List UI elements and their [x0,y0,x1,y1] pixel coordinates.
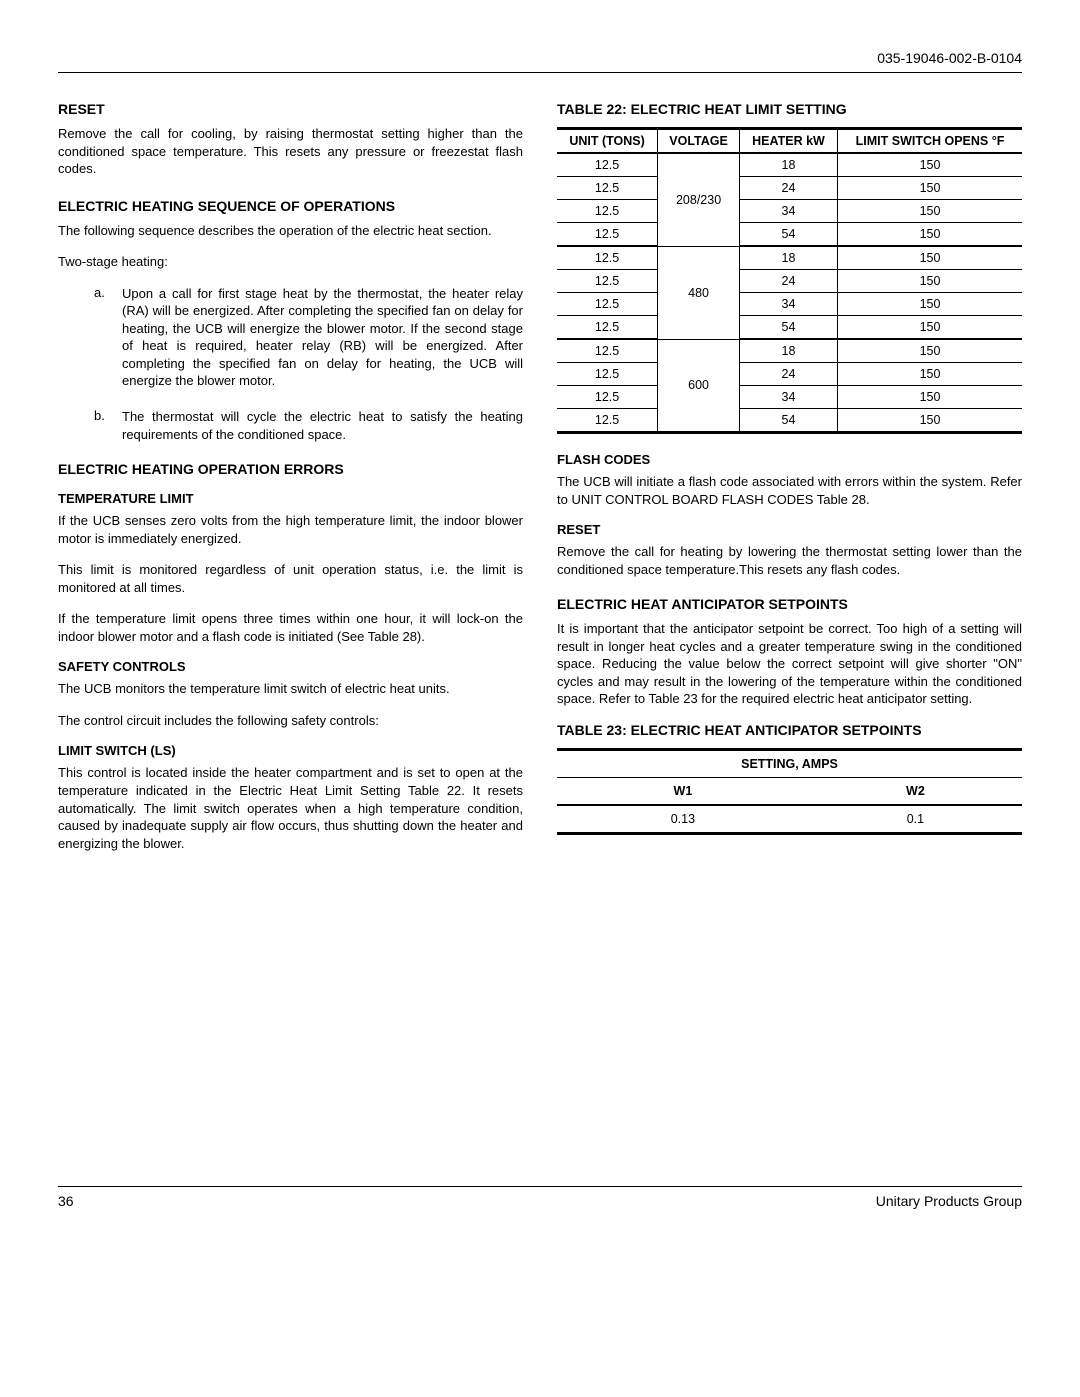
flash-heading: FLASH CODES [557,452,1022,467]
limit-switch-heading: LIMIT SWITCH (LS) [58,743,523,758]
lettered-list: a. Upon a call for first stage heat by t… [94,285,523,443]
table-cell-limit: 150 [838,223,1022,247]
table-cell-limit: 150 [838,316,1022,340]
t22-col-tons: UNIT (TONS) [557,129,658,154]
table-cell-limit: 150 [838,293,1022,316]
t23-val-w1: 0.13 [557,805,809,834]
temp-limit-p1: If the UCB senses zero volts from the hi… [58,512,523,547]
table-cell-voltage: 480 [658,246,740,339]
table22-caption: TABLE 22: ELECTRIC HEAT LIMIT SETTING [557,101,1022,117]
table-cell-kw: 34 [740,386,838,409]
table-cell-tons: 12.5 [557,153,658,177]
reset-heading: RESET [58,101,523,117]
table-cell-limit: 150 [838,339,1022,363]
table-cell-limit: 150 [838,200,1022,223]
table-cell-tons: 12.5 [557,316,658,340]
table-cell-kw: 54 [740,316,838,340]
t22-col-kw: HEATER kW [740,129,838,154]
t22-col-voltage: VOLTAGE [658,129,740,154]
left-column: RESET Remove the call for cooling, by ra… [58,101,523,866]
table-cell-tons: 12.5 [557,177,658,200]
t23-header: SETTING, AMPS [557,749,1022,777]
list-item-a: a. Upon a call for first stage heat by t… [94,285,523,390]
footer-group: Unitary Products Group [876,1193,1022,1209]
right-column: TABLE 22: ELECTRIC HEAT LIMIT SETTING UN… [557,101,1022,866]
item-text: The thermostat will cycle the electric h… [122,408,523,443]
table-cell-kw: 18 [740,153,838,177]
table-cell-kw: 24 [740,177,838,200]
t23-col-w1: W1 [557,777,809,805]
table-cell-kw: 34 [740,293,838,316]
page-footer: 36 Unitary Products Group [58,1186,1022,1209]
list-item-b: b. The thermostat will cycle the electri… [94,408,523,443]
table-cell-kw: 24 [740,270,838,293]
table-22: UNIT (TONS) VOLTAGE HEATER kW LIMIT SWIT… [557,127,1022,434]
table-cell-tons: 12.5 [557,246,658,270]
table-cell-tons: 12.5 [557,200,658,223]
table-cell-limit: 150 [838,153,1022,177]
sequence-text: The following sequence describes the ope… [58,222,523,240]
table23-caption: TABLE 23: ELECTRIC HEAT ANTICIPATOR SETP… [557,722,1022,738]
table-cell-kw: 18 [740,339,838,363]
safety-p1: The UCB monitors the temperature limit s… [58,680,523,698]
t22-col-limit: LIMIT SWITCH OPENS °F [838,129,1022,154]
table-cell-kw: 54 [740,223,838,247]
table-cell-kw: 34 [740,200,838,223]
t23-val-w2: 0.1 [809,805,1022,834]
temp-limit-heading: TEMPERATURE LIMIT [58,491,523,506]
table-cell-limit: 150 [838,363,1022,386]
document-number: 035-19046-002-B-0104 [58,50,1022,66]
table-cell-tons: 12.5 [557,270,658,293]
t23-col-w2: W2 [809,777,1022,805]
table-cell-tons: 12.5 [557,293,658,316]
table-cell-tons: 12.5 [557,223,658,247]
page-number: 36 [58,1193,74,1209]
table-cell-limit: 150 [838,246,1022,270]
table-cell-voltage: 600 [658,339,740,433]
safety-heading: SAFETY CONTROLS [58,659,523,674]
anticipator-text: It is important that the anticipator set… [557,620,1022,708]
table-23: SETTING, AMPS W1 W2 0.13 0.1 [557,748,1022,835]
table-cell-tons: 12.5 [557,363,658,386]
sequence-heading: ELECTRIC HEATING SEQUENCE OF OPERATIONS [58,198,523,214]
table-cell-voltage: 208/230 [658,153,740,246]
temp-limit-p2: This limit is monitored regardless of un… [58,561,523,596]
table-cell-kw: 24 [740,363,838,386]
reset-text: Remove the call for cooling, by raising … [58,125,523,178]
table-cell-limit: 150 [838,386,1022,409]
item-marker: a. [94,285,122,390]
flash-text: The UCB will initiate a flash code assoc… [557,473,1022,508]
header-rule [58,72,1022,73]
table-cell-tons: 12.5 [557,386,658,409]
table-cell-tons: 12.5 [557,339,658,363]
table-cell-kw: 18 [740,246,838,270]
reset-text-right: Remove the call for heating by lowering … [557,543,1022,578]
table-cell-limit: 150 [838,270,1022,293]
table-cell-limit: 150 [838,177,1022,200]
reset-heading-right: RESET [557,522,1022,537]
item-text: Upon a call for first stage heat by the … [122,285,523,390]
two-stage-label: Two-stage heating: [58,253,523,271]
table-cell-limit: 150 [838,409,1022,433]
table-cell-kw: 54 [740,409,838,433]
two-column-layout: RESET Remove the call for cooling, by ra… [58,101,1022,866]
safety-p2: The control circuit includes the followi… [58,712,523,730]
errors-heading: ELECTRIC HEATING OPERATION ERRORS [58,461,523,477]
item-marker: b. [94,408,122,443]
anticipator-heading: ELECTRIC HEAT ANTICIPATOR SETPOINTS [557,596,1022,612]
limit-switch-text: This control is located inside the heate… [58,764,523,852]
table-cell-tons: 12.5 [557,409,658,433]
temp-limit-p3: If the temperature limit opens three tim… [58,610,523,645]
